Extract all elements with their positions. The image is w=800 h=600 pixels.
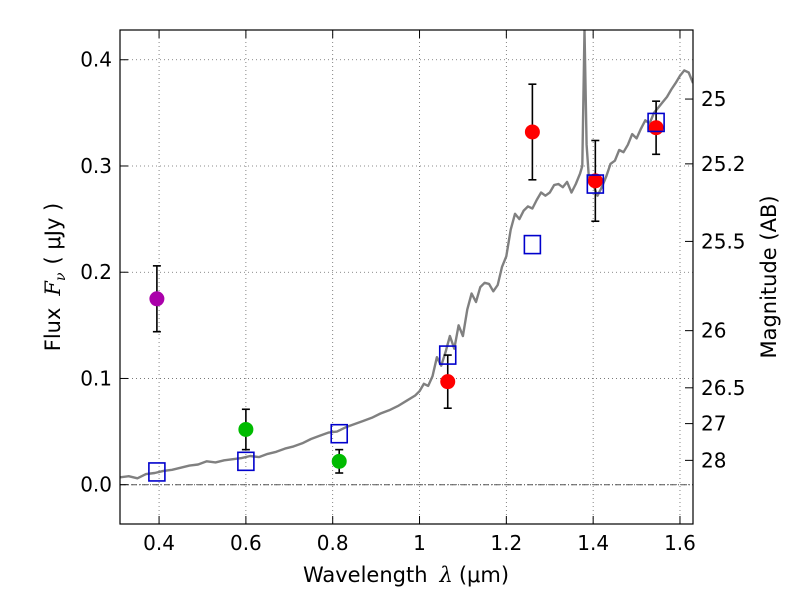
right-magnitude-axis: 25 25.2 25.5 26 26.5 27 28 bbox=[685, 87, 746, 472]
plot-background bbox=[120, 30, 693, 524]
observed-point bbox=[587, 173, 603, 189]
magnitude-tick-label: 26.5 bbox=[701, 376, 746, 400]
magnitude-tick-label: 26 bbox=[701, 319, 726, 343]
model-photometry bbox=[148, 112, 665, 482]
observed-point bbox=[648, 120, 664, 136]
magnitude-tick-label: 25.5 bbox=[701, 229, 746, 253]
observations bbox=[149, 83, 664, 474]
model-photometry-square bbox=[438, 345, 457, 365]
model-photometry-square bbox=[330, 423, 349, 444]
model-photometry-square bbox=[148, 462, 166, 482]
observed-point bbox=[524, 124, 540, 140]
x-tick-label: 1.4 bbox=[577, 531, 609, 555]
model-photometry-square bbox=[523, 234, 542, 255]
y-axis-label: FluxFν( μJy ) bbox=[41, 203, 69, 351]
x-tick-label: 1.6 bbox=[664, 531, 696, 555]
observed-point bbox=[440, 374, 456, 390]
y-tick-label: 0.0 bbox=[80, 473, 112, 497]
magnitude-tick-label: 25.2 bbox=[701, 152, 746, 176]
magnitude-tick-label: 25 bbox=[701, 87, 726, 111]
x-tick-label: 0.6 bbox=[230, 531, 262, 555]
observed-point bbox=[238, 421, 254, 437]
x-tick-label: 0.4 bbox=[143, 531, 175, 555]
observed-point bbox=[331, 453, 347, 469]
x-tick-label: 1.2 bbox=[490, 531, 522, 555]
y-tick-label: 0.4 bbox=[80, 48, 112, 72]
x-tick-label: 1 bbox=[413, 531, 426, 555]
spectrum-line bbox=[120, 30, 693, 480]
y-tick-label: 0.3 bbox=[80, 154, 112, 178]
model-photometry-square bbox=[586, 174, 605, 194]
x-tick-label: 0.8 bbox=[317, 531, 349, 555]
model-photometry-square bbox=[237, 451, 255, 472]
right-axis-label: Magnitude (AB) bbox=[757, 195, 781, 358]
y-tick-label: 0.1 bbox=[80, 366, 112, 390]
plot-frame bbox=[119, 29, 694, 525]
magnitude-tick-label: 27 bbox=[701, 412, 726, 436]
y-tick-label: 0.2 bbox=[80, 260, 112, 284]
y-axis: 0.0 0.1 0.2 0.3 0.4 bbox=[80, 48, 128, 497]
model-photometry-square bbox=[647, 112, 665, 133]
magnitude-tick-label: 28 bbox=[701, 448, 726, 472]
x-axis: 0.4 0.6 0.8 1 1.2 1.4 1.6 bbox=[143, 30, 696, 555]
observed-point bbox=[149, 291, 165, 307]
x-axis-label: Wavelength λ (μm) bbox=[303, 563, 509, 587]
